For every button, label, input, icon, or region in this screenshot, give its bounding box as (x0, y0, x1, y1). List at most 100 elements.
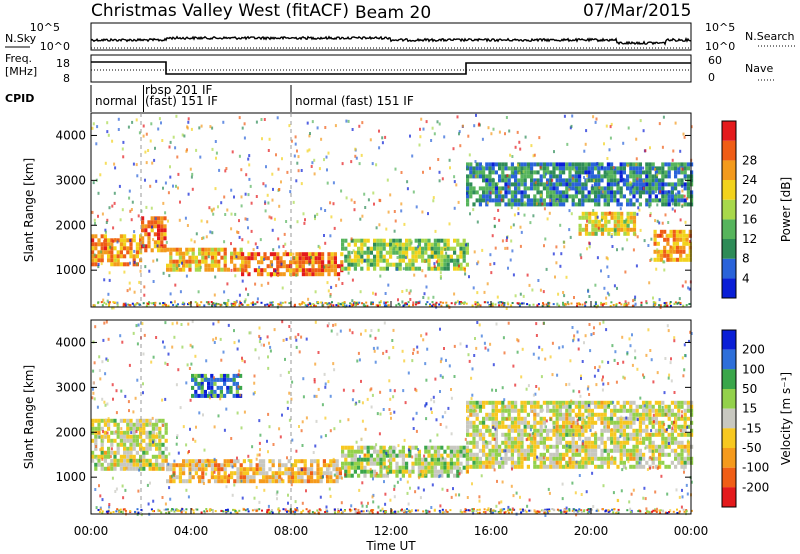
heatmap-cell (571, 444, 575, 449)
heatmap-cell (191, 255, 195, 260)
heatmap-cell (127, 303, 130, 306)
heatmap-cell (642, 412, 646, 417)
heatmap-cell (116, 442, 120, 447)
heatmap-cell (185, 443, 188, 447)
heatmap-cell (648, 444, 652, 449)
heatmap-cell (574, 162, 578, 167)
heatmap-cell (459, 254, 463, 259)
heatmap-cell (261, 137, 263, 141)
heatmap-cell (476, 220, 479, 224)
heatmap-cell (485, 198, 489, 203)
heatmap-cell (188, 367, 191, 370)
heatmap-cell (188, 479, 192, 484)
heatmap-cell (91, 238, 95, 243)
heatmap-cell (316, 479, 320, 484)
heatmap-cell (594, 400, 598, 405)
heatmap-cell (498, 130, 501, 134)
heatmap-cell (571, 460, 575, 465)
heatmap-cell (664, 440, 668, 445)
heatmap-cell (533, 456, 537, 461)
heatmap-cell (135, 450, 139, 455)
heatmap-cell (491, 304, 494, 307)
heatmap-cell (291, 438, 294, 442)
heatmap-cell (350, 237, 353, 241)
heatmap-cell (239, 467, 243, 472)
heatmap-cell (683, 170, 687, 175)
heatmap-cell (632, 420, 636, 425)
heatmap-cell (276, 260, 280, 265)
heatmap-cell (663, 422, 666, 426)
heatmap-cell (119, 262, 123, 267)
heatmap-cell (632, 452, 636, 457)
heatmap-cell (456, 258, 460, 263)
heatmap-cell (443, 254, 447, 259)
heatmap-cell (516, 350, 519, 354)
heatmap-cell (214, 140, 217, 143)
heatmap-cell (616, 170, 620, 175)
heatmap-cell (526, 436, 530, 441)
heatmap-cell (212, 212, 215, 216)
heatmap-cell (401, 445, 405, 450)
heatmap-cell (510, 408, 514, 413)
heatmap-cell (606, 428, 610, 433)
heatmap-cell (376, 457, 380, 462)
heatmap-cell (546, 428, 550, 433)
heatmap-cell (606, 186, 610, 191)
heatmap-cell (497, 182, 500, 186)
heatmap-cell (139, 238, 143, 243)
heatmap-cell (597, 202, 601, 207)
heatmap-cell (198, 247, 202, 252)
heatmap-cell (268, 467, 272, 472)
heatmap-cell (201, 247, 205, 252)
heatmap-cell (648, 416, 652, 421)
heatmap-cell (112, 239, 115, 243)
heatmap-cell (354, 154, 357, 158)
heatmap-cell (548, 211, 551, 215)
heatmap-cell (401, 258, 405, 263)
heatmap-cell (532, 432, 535, 435)
heatmap-cell (456, 262, 460, 267)
heatmap-cell (469, 440, 473, 445)
heatmap-cell (252, 479, 256, 484)
heatmap-cell (259, 238, 262, 242)
heatmap-cell (584, 408, 588, 413)
heatmap-cell (581, 227, 585, 232)
heatmap-cell (618, 301, 621, 304)
heatmap-cell (683, 448, 687, 453)
heatmap-cell (654, 464, 658, 469)
heatmap-cell (97, 454, 101, 459)
heatmap-cell (197, 385, 201, 390)
heatmap-cell (389, 242, 393, 247)
heatmap-cell (436, 120, 439, 124)
heatmap-cell (629, 404, 633, 409)
heatmap-cell (656, 371, 659, 375)
heatmap-cell (465, 302, 468, 305)
heatmap-cell (510, 304, 513, 307)
heatmap-cell (545, 172, 547, 176)
heatmap-cell (629, 436, 633, 441)
heatmap-cell (351, 299, 354, 303)
heatmap-cell (465, 262, 469, 267)
heatmap-cell (510, 166, 514, 171)
heatmap-cell (306, 467, 310, 472)
heatmap-cell (661, 202, 665, 207)
heatmap-cell (257, 260, 261, 265)
heatmap-cell (246, 270, 249, 274)
heatmap-cell (533, 162, 537, 167)
heatmap-cell (93, 304, 96, 307)
heatmap-cell (562, 303, 565, 306)
heatmap-cell (472, 190, 476, 195)
heatmap-cell (284, 357, 286, 361)
heatmap-cell (645, 507, 648, 511)
heatmap-cell (514, 166, 518, 171)
heatmap-cell (555, 182, 559, 187)
heatmap-cell (303, 302, 306, 305)
heatmap-cell (132, 258, 136, 263)
heatmap-cell (314, 320, 317, 324)
heatmap-cell (555, 424, 559, 429)
heatmap-cell (340, 303, 343, 306)
heatmap-cell (145, 205, 148, 209)
heatmap-cell (498, 198, 502, 203)
heatmap-cell (495, 322, 498, 326)
heatmap-cell (196, 302, 199, 305)
